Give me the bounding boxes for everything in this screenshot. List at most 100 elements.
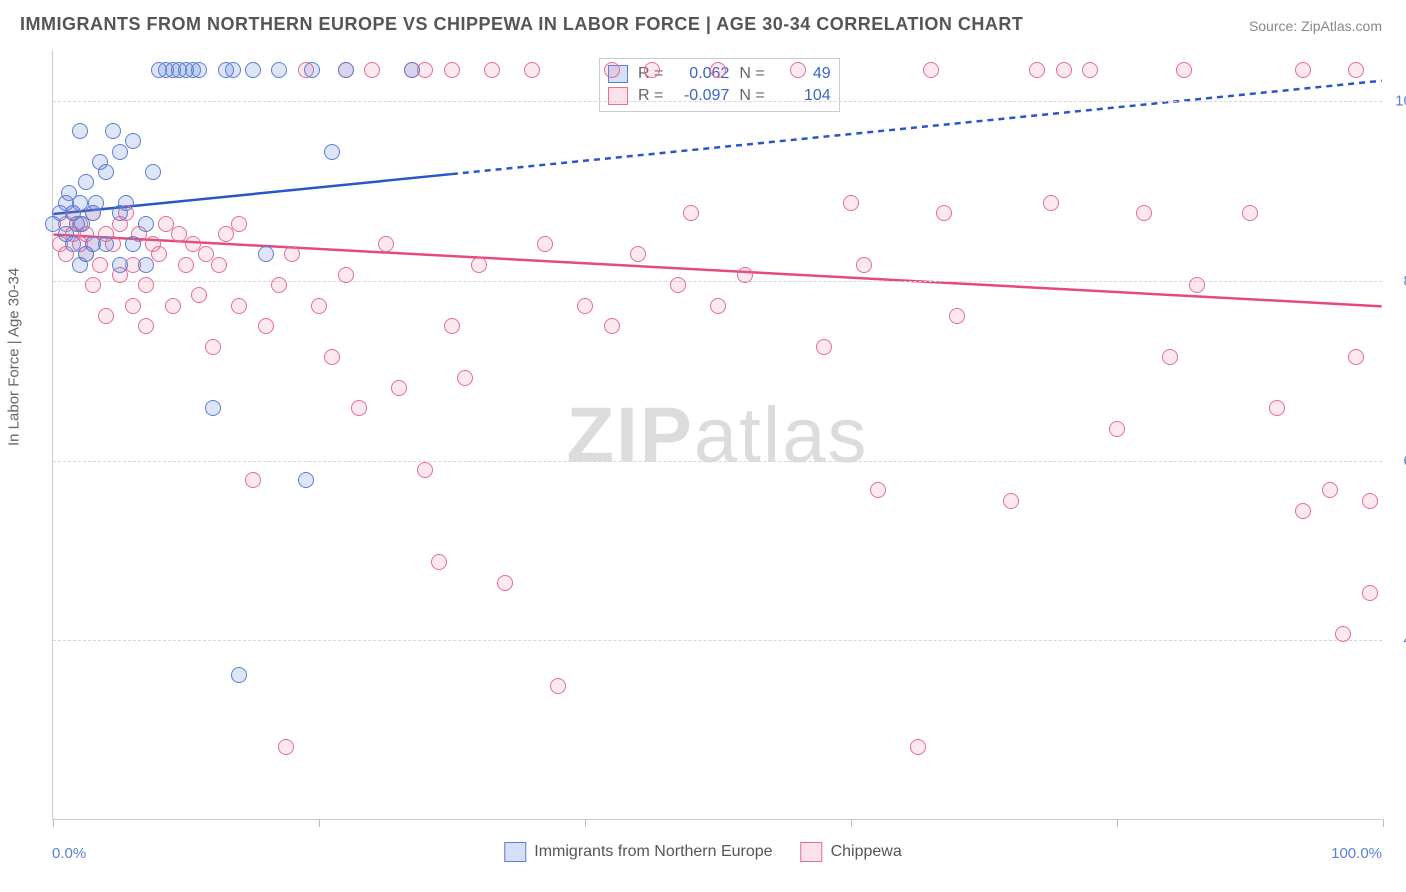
- data-point-pink: [577, 298, 593, 314]
- data-point-pink: [1335, 626, 1351, 642]
- data-point-pink: [550, 678, 566, 694]
- data-point-blue: [298, 472, 314, 488]
- data-point-pink: [1348, 349, 1364, 365]
- x-tick: [319, 819, 320, 827]
- data-point-blue: [231, 667, 247, 683]
- gridline: [53, 461, 1382, 462]
- scatter-chart: ZIPatlas R = 0.062 N = 49 R = -0.097 N =…: [52, 50, 1382, 820]
- gridline: [53, 640, 1382, 641]
- data-point-pink: [378, 236, 394, 252]
- data-point-blue: [404, 62, 420, 78]
- data-point-pink: [178, 257, 194, 273]
- data-point-blue: [258, 246, 274, 262]
- x-tick: [53, 819, 54, 827]
- y-axis-label: In Labor Force | Age 30-34: [6, 268, 23, 446]
- data-point-pink: [856, 257, 872, 273]
- data-point-pink: [923, 62, 939, 78]
- data-point-pink: [245, 472, 261, 488]
- gridline: [53, 281, 1382, 282]
- data-point-pink: [258, 318, 274, 334]
- stats-row-pink: R = -0.097 N = 104: [608, 85, 831, 107]
- data-point-pink: [271, 277, 287, 293]
- data-point-pink: [1322, 482, 1338, 498]
- data-point-pink: [936, 205, 952, 221]
- data-point-pink: [630, 246, 646, 262]
- data-point-pink: [1082, 62, 1098, 78]
- data-point-pink: [816, 339, 832, 355]
- data-point-blue: [191, 62, 207, 78]
- data-point-pink: [324, 349, 340, 365]
- data-point-pink: [790, 62, 806, 78]
- data-point-pink: [1176, 62, 1192, 78]
- data-point-pink: [338, 267, 354, 283]
- data-point-blue: [98, 164, 114, 180]
- data-point-pink: [391, 380, 407, 396]
- data-point-blue: [125, 133, 141, 149]
- data-point-pink: [1362, 493, 1378, 509]
- data-point-pink: [138, 318, 154, 334]
- y-tick-label: 100.0%: [1395, 93, 1406, 110]
- data-point-pink: [484, 62, 500, 78]
- data-point-blue: [338, 62, 354, 78]
- data-point-pink: [211, 257, 227, 273]
- x-tick: [1383, 819, 1384, 827]
- legend-swatch-blue: [504, 842, 526, 862]
- data-point-pink: [471, 257, 487, 273]
- data-point-pink: [710, 298, 726, 314]
- data-point-pink: [138, 277, 154, 293]
- data-point-blue: [205, 400, 221, 416]
- x-tick: [851, 819, 852, 827]
- data-point-pink: [1295, 62, 1311, 78]
- data-point-pink: [1136, 205, 1152, 221]
- x-axis-min-label: 0.0%: [52, 845, 86, 862]
- legend-item-pink: Chippewa: [801, 842, 902, 862]
- data-point-blue: [138, 216, 154, 232]
- trend-lines: [53, 50, 1382, 819]
- data-point-blue: [72, 123, 88, 139]
- data-point-pink: [1043, 195, 1059, 211]
- data-point-pink: [949, 308, 965, 324]
- data-point-blue: [88, 195, 104, 211]
- data-point-pink: [1029, 62, 1045, 78]
- data-point-pink: [311, 298, 327, 314]
- data-point-pink: [278, 739, 294, 755]
- data-point-pink: [231, 298, 247, 314]
- data-point-blue: [98, 236, 114, 252]
- data-point-pink: [444, 62, 460, 78]
- data-point-pink: [444, 318, 460, 334]
- data-point-pink: [1056, 62, 1072, 78]
- data-point-pink: [537, 236, 553, 252]
- source-prefix: Source:: [1249, 18, 1301, 34]
- data-point-pink: [1269, 400, 1285, 416]
- data-point-pink: [1162, 349, 1178, 365]
- data-point-pink: [910, 739, 926, 755]
- data-point-pink: [92, 257, 108, 273]
- chart-title: IMMIGRANTS FROM NORTHERN EUROPE VS CHIPP…: [20, 14, 1023, 35]
- data-point-blue: [125, 236, 141, 252]
- data-point-pink: [670, 277, 686, 293]
- data-point-pink: [710, 62, 726, 78]
- data-point-pink: [870, 482, 886, 498]
- legend-label-pink: Chippewa: [831, 843, 902, 861]
- data-point-blue: [145, 164, 161, 180]
- data-point-pink: [1109, 421, 1125, 437]
- data-point-pink: [737, 267, 753, 283]
- data-point-pink: [191, 287, 207, 303]
- data-point-pink: [417, 462, 433, 478]
- data-point-pink: [431, 554, 447, 570]
- x-tick: [1117, 819, 1118, 827]
- legend-item-blue: Immigrants from Northern Europe: [504, 842, 772, 862]
- data-point-pink: [284, 246, 300, 262]
- x-axis-max-label: 100.0%: [1331, 845, 1382, 862]
- source-attribution: Source: ZipAtlas.com: [1249, 18, 1382, 34]
- data-point-blue: [245, 62, 261, 78]
- data-point-pink: [85, 277, 101, 293]
- data-point-pink: [165, 298, 181, 314]
- data-point-blue: [304, 62, 320, 78]
- data-point-blue: [118, 195, 134, 211]
- data-point-blue: [112, 144, 128, 160]
- data-point-pink: [644, 62, 660, 78]
- legend-label-blue: Immigrants from Northern Europe: [534, 843, 772, 861]
- data-point-pink: [1242, 205, 1258, 221]
- data-point-pink: [125, 298, 141, 314]
